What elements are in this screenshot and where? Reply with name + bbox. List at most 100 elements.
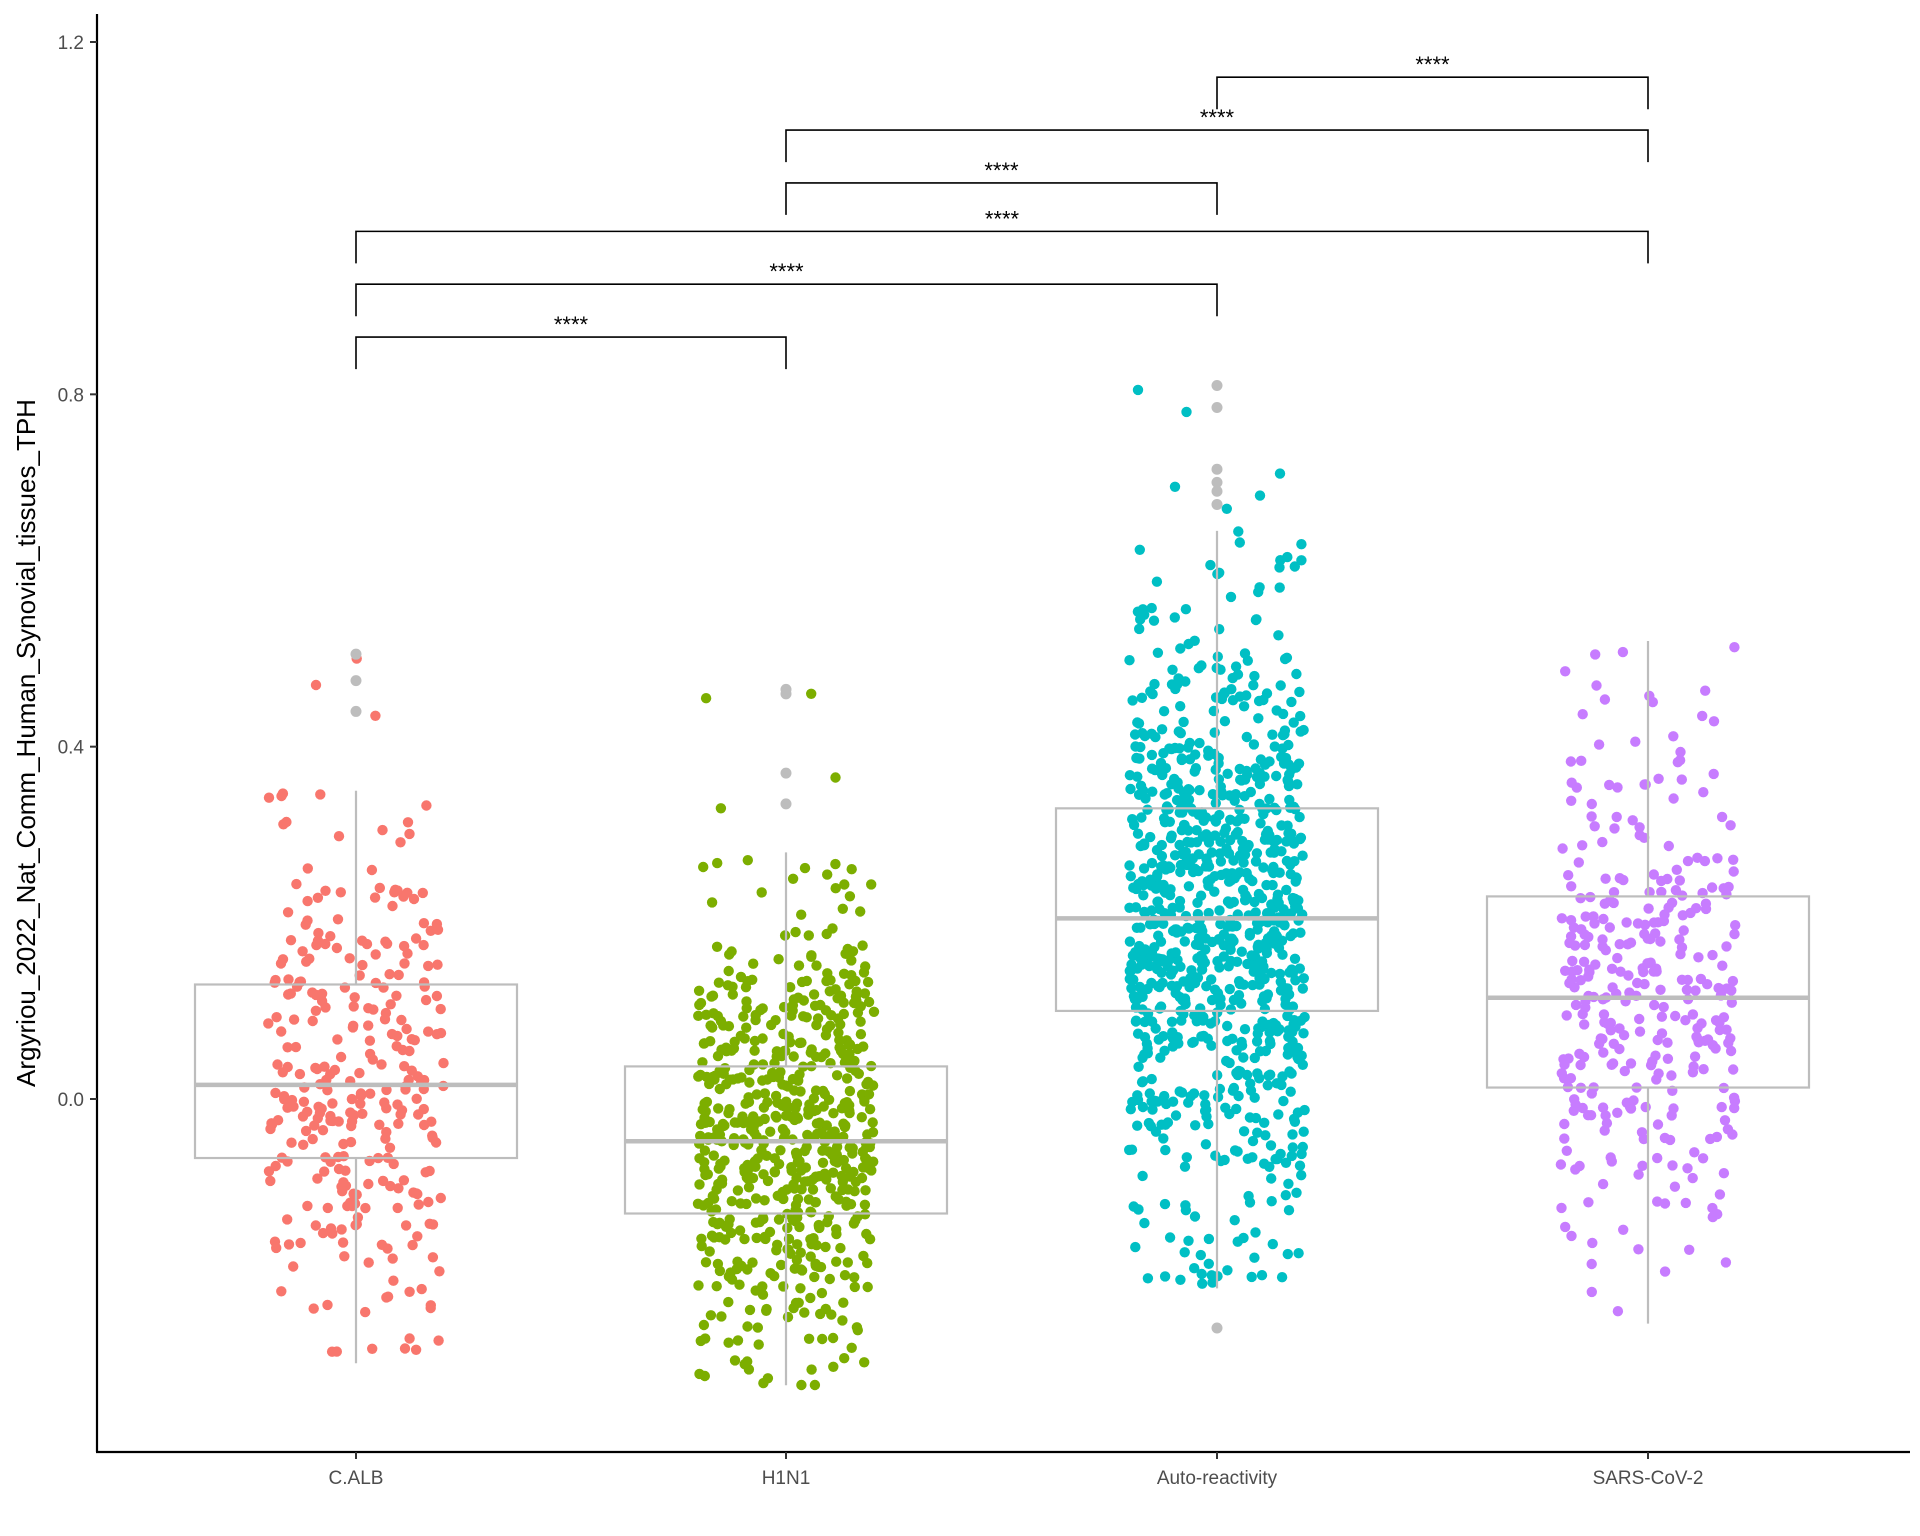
data-point — [1200, 944, 1211, 955]
data-point — [849, 1272, 860, 1283]
data-point — [1611, 811, 1622, 823]
data-point — [1566, 777, 1577, 788]
data-point — [839, 879, 850, 890]
data-point — [834, 1034, 845, 1046]
data-point — [1258, 1158, 1270, 1169]
data-point — [830, 883, 841, 894]
data-point — [830, 858, 841, 870]
data-point — [345, 1107, 356, 1118]
data-point — [1222, 1265, 1233, 1276]
data-point — [863, 1163, 875, 1174]
data-point — [1161, 1098, 1172, 1110]
data-point — [1621, 1097, 1633, 1108]
data-point — [1723, 881, 1734, 893]
data-point — [1137, 1170, 1148, 1182]
data-point — [708, 1193, 720, 1204]
data-point — [1612, 1107, 1623, 1119]
data-point — [785, 1037, 796, 1048]
data-point — [1140, 793, 1151, 804]
data-point — [1568, 922, 1580, 933]
data-point — [693, 1280, 704, 1291]
data-point — [1220, 1102, 1231, 1114]
data-point — [398, 1175, 410, 1186]
data-point — [1219, 1154, 1230, 1166]
data-point — [1159, 1271, 1171, 1282]
data-point — [1231, 956, 1243, 967]
data-point — [360, 1306, 371, 1318]
data-point — [1293, 1248, 1304, 1259]
data-point — [1721, 983, 1733, 994]
data-point — [374, 1119, 385, 1131]
data-point — [782, 1311, 794, 1323]
data-point — [1146, 857, 1158, 869]
data-point — [699, 1163, 710, 1175]
data-point — [368, 1004, 379, 1015]
data-point — [1624, 987, 1635, 998]
data-point — [1144, 1088, 1156, 1099]
data-point — [773, 954, 784, 965]
data-point — [307, 1133, 318, 1145]
data-point — [801, 975, 812, 987]
data-point — [283, 974, 294, 985]
data-point — [789, 1183, 800, 1194]
data-point — [783, 1244, 794, 1255]
data-point — [1659, 1198, 1671, 1209]
data-point — [750, 1161, 761, 1173]
data-point — [270, 1087, 281, 1099]
data-point — [859, 1199, 871, 1211]
data-point — [1224, 898, 1236, 909]
bracket-line — [785, 182, 1218, 215]
data-point — [862, 976, 874, 988]
data-point — [319, 1061, 330, 1072]
data-point — [1165, 862, 1176, 873]
data-point — [1247, 959, 1259, 971]
data-point — [1261, 947, 1273, 959]
data-point — [1599, 694, 1611, 705]
data-point — [1238, 1126, 1250, 1137]
data-point — [1630, 736, 1641, 747]
data-point — [1155, 757, 1167, 769]
data-point — [824, 986, 835, 997]
data-point — [1249, 1052, 1261, 1064]
data-point — [1692, 852, 1703, 863]
data-point — [856, 1172, 868, 1184]
significance-label: **** — [984, 158, 1019, 183]
jitter-points — [263, 384, 1741, 1391]
data-point — [1627, 815, 1638, 826]
data-point — [862, 1281, 873, 1293]
data-point — [1229, 1215, 1240, 1226]
data-point — [794, 1156, 805, 1167]
data-point — [1286, 1150, 1298, 1162]
data-point — [1135, 741, 1146, 753]
data-point — [1254, 972, 1265, 984]
data-point — [1674, 934, 1685, 945]
data-point — [1229, 1145, 1241, 1156]
data-point — [841, 1073, 853, 1084]
data-point — [803, 1333, 815, 1345]
data-point — [1726, 997, 1738, 1008]
data-point — [1246, 950, 1257, 961]
data-point — [1134, 623, 1145, 635]
data-point — [739, 1359, 750, 1370]
data-point — [1690, 903, 1702, 914]
data-point — [759, 1088, 771, 1099]
data-point — [1634, 830, 1645, 841]
data-point — [302, 1200, 313, 1212]
data-point — [1252, 1127, 1263, 1138]
data-point — [1294, 963, 1306, 974]
data-point — [387, 1253, 398, 1264]
data-point — [1239, 1023, 1251, 1035]
data-point — [408, 893, 420, 905]
data-point — [761, 1305, 772, 1317]
data-point — [1283, 1178, 1294, 1190]
outlier-point — [1211, 485, 1223, 497]
data-point — [813, 1219, 824, 1231]
data-point — [1287, 1129, 1298, 1140]
data-point — [1256, 1270, 1268, 1281]
outlier-point — [350, 675, 362, 687]
data-point — [817, 1157, 829, 1169]
data-point — [775, 1145, 786, 1156]
data-point — [1593, 739, 1605, 750]
data-point — [420, 994, 432, 1006]
data-point — [1676, 774, 1688, 785]
